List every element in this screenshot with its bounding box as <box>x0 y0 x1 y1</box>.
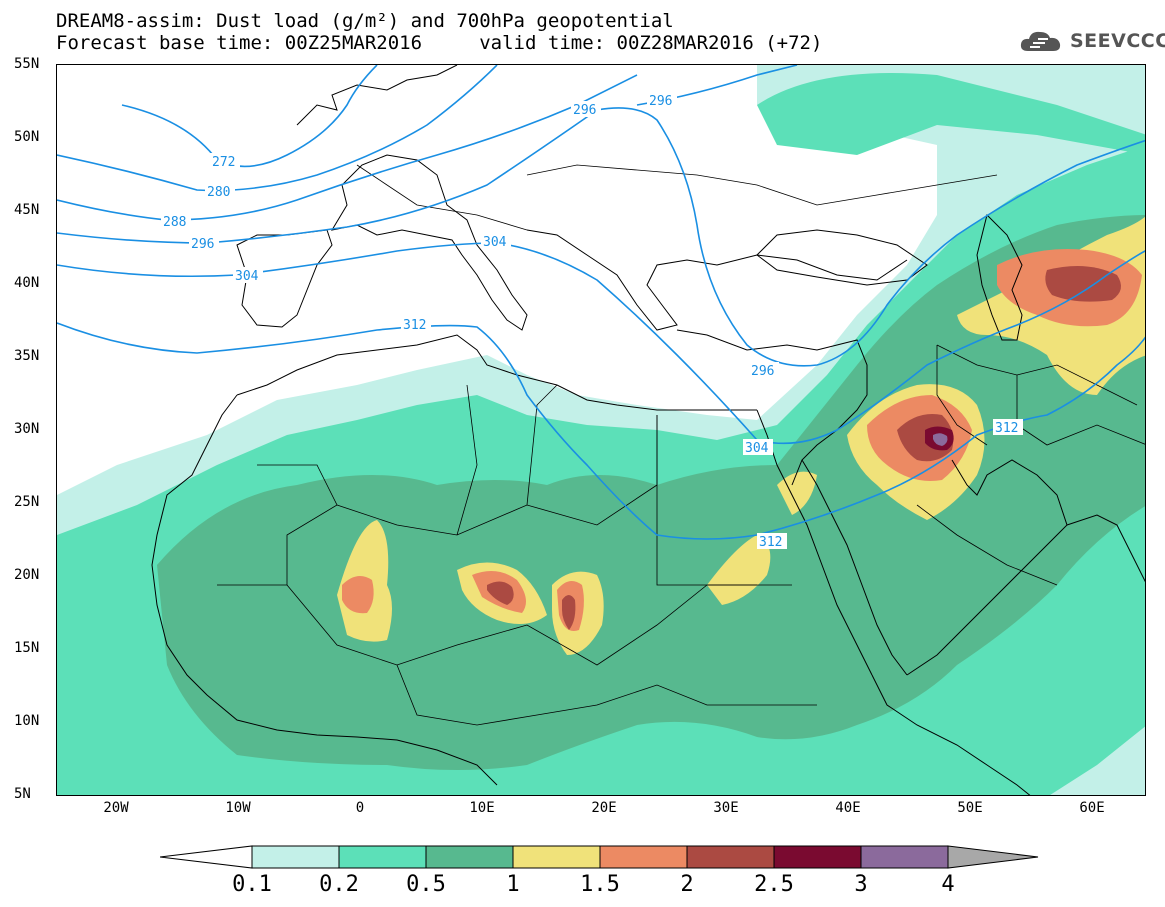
colorbar-label-0-1: 0.1 <box>232 872 272 897</box>
country-borders <box>217 164 1145 726</box>
contour-272 <box>121 65 378 168</box>
lon-label-10w: 10W <box>225 800 251 816</box>
dust-layer-2 <box>487 581 514 605</box>
contour-312 <box>57 322 1145 540</box>
map-area: 272 280 288 296 304 312 296 296 304 312 … <box>56 64 1146 796</box>
contour-label-288: 288 <box>163 215 186 230</box>
colorbar-swatch-1 <box>338 845 427 869</box>
map-title-line1: DREAM8-assim: Dust load (g/m²) and 700hP… <box>56 10 674 32</box>
contour-label-312-b: 312 <box>759 535 782 550</box>
lon-label-60e: 60E <box>1079 800 1105 816</box>
dust-layer-0-5 <box>157 215 1145 770</box>
lat-label-15n: 15N <box>14 640 40 656</box>
lon-label-50e: 50E <box>957 800 983 816</box>
colorbar-swatch-4 <box>599 845 688 869</box>
lat-label-30n: 30N <box>14 421 40 437</box>
colorbar-label-2: 2 <box>680 872 694 897</box>
contour-label-304-a: 304 <box>235 269 259 284</box>
lon-label-40e: 40E <box>835 800 861 816</box>
contour-label-296-a: 296 <box>191 237 214 252</box>
colorbar-swatch-5 <box>686 845 775 869</box>
colorbar-swatch-7 <box>860 845 949 869</box>
colorbar <box>160 845 1039 869</box>
contour-label-280: 280 <box>207 185 230 200</box>
lat-label-25n: 25N <box>14 494 40 510</box>
colorbar-label-0-2: 0.2 <box>319 872 359 897</box>
map-title-line2: Forecast base time: 00Z25MAR2016 valid t… <box>56 32 823 54</box>
dust-field <box>57 65 1145 795</box>
lat-label-35n: 35N <box>14 348 40 364</box>
colorbar-swatch-6 <box>773 845 862 869</box>
colorbar-label-1: 1 <box>506 872 520 897</box>
contour-label-272: 272 <box>212 155 235 170</box>
colorbar-over-triangle <box>947 845 1039 869</box>
colorbar-label-3: 3 <box>854 872 868 897</box>
contour-288 <box>57 74 638 221</box>
dust-layer-3 <box>933 433 948 446</box>
contour-label-312-a: 312 <box>403 318 426 333</box>
colorbar-label-0-5: 0.5 <box>406 872 446 897</box>
lat-label-45n: 45N <box>14 202 40 218</box>
lon-label-10e: 10E <box>469 800 495 816</box>
coastlines <box>151 65 1145 795</box>
lat-label-10n: 10N <box>14 713 40 729</box>
contour-280 <box>57 65 498 192</box>
dust-layer-1-5 <box>342 576 374 614</box>
cloud-icon <box>1020 31 1061 51</box>
colorbar-under-triangle <box>160 845 253 869</box>
contour-label-312-c: 312 <box>995 421 1018 436</box>
contour-296-west <box>57 107 1145 367</box>
colorbar-label-4: 4 <box>941 872 955 897</box>
lat-label-55n: 55N <box>14 56 40 72</box>
contour-label-296-c: 296 <box>649 94 672 109</box>
contour-label-296-b: 296 <box>573 103 596 118</box>
colorbar-swatch-2 <box>425 845 514 869</box>
contour-304 <box>57 242 1145 445</box>
colorbar-swatch-0 <box>251 845 340 869</box>
lat-label-50n: 50N <box>14 129 40 145</box>
lat-label-5n: 5N <box>14 786 31 802</box>
dust-map: 272 280 288 296 304 312 296 296 304 312 … <box>57 65 1145 795</box>
lat-label-40n: 40N <box>14 275 40 291</box>
contour-label-296-d: 296 <box>751 364 774 379</box>
colorbar-swatch-3 <box>512 845 601 869</box>
seevccc-logo: SEEVCCC <box>1018 26 1165 56</box>
logo-text: SEEVCCC <box>1070 30 1165 52</box>
lon-label-20e: 20E <box>591 800 617 816</box>
lon-label-30e: 30E <box>713 800 739 816</box>
lat-label-20n: 20N <box>14 567 40 583</box>
lon-label-20w: 20W <box>103 800 129 816</box>
contour-label-304-b: 304 <box>483 235 507 250</box>
colorbar-label-1-5: 1.5 <box>580 872 620 897</box>
lon-label-0: 0 <box>355 800 365 816</box>
colorbar-label-2-5: 2.5 <box>754 872 794 897</box>
contour-label-304-c: 304 <box>745 441 769 456</box>
